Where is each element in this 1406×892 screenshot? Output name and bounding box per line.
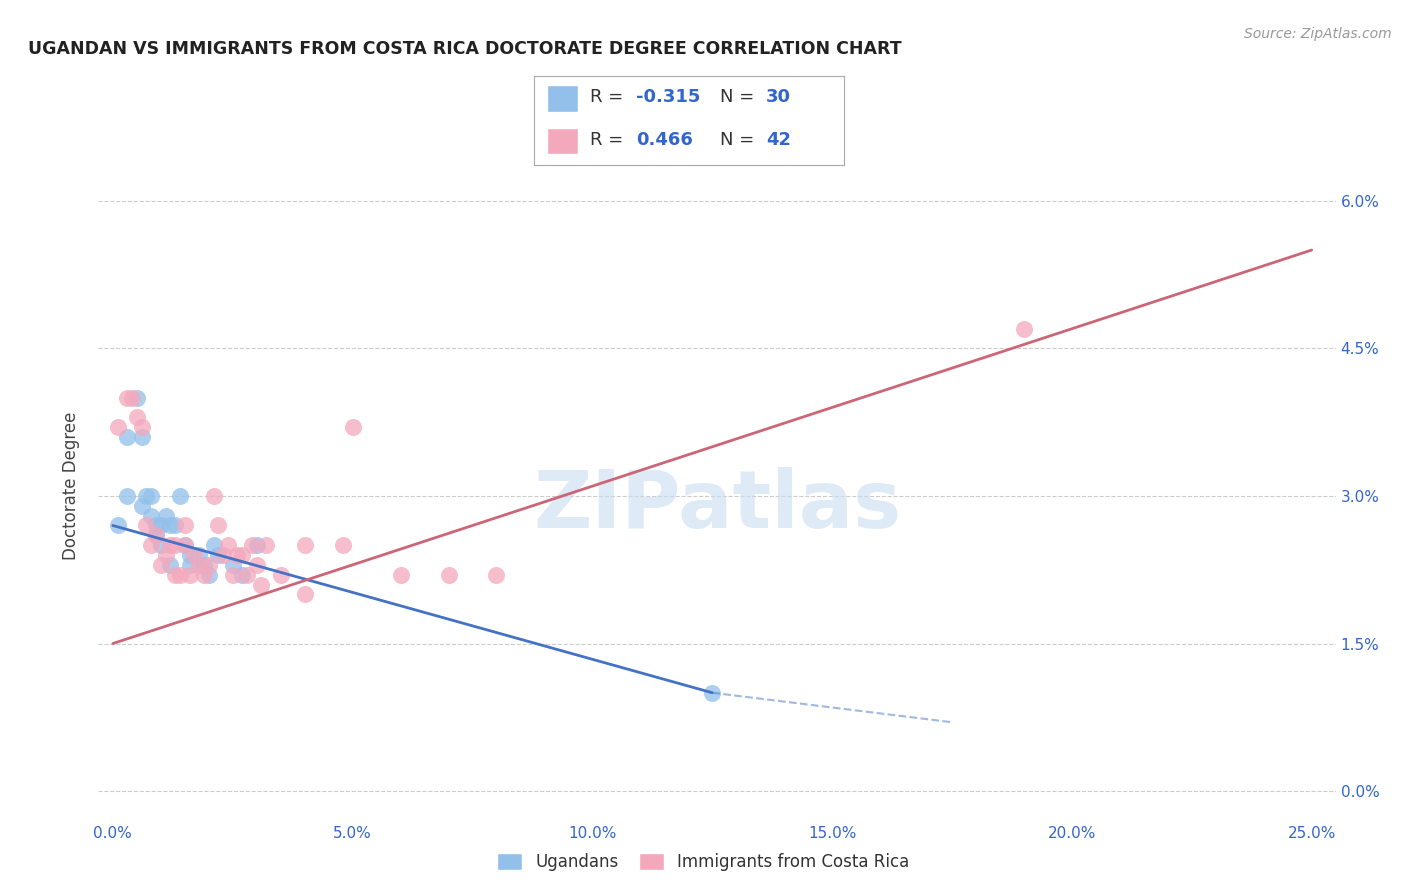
Point: [193, 558, 215, 572]
Point: [131, 420, 153, 434]
Point: [141, 508, 163, 523]
Point: [236, 567, 259, 582]
Point: [485, 567, 508, 582]
Text: N =: N =: [720, 131, 759, 149]
Point: [188, 558, 211, 572]
Point: [231, 548, 253, 562]
Point: [702, 686, 724, 700]
Text: 30: 30: [766, 88, 792, 106]
Point: [202, 538, 225, 552]
Bar: [547, 128, 578, 154]
Text: 0.466: 0.466: [637, 131, 693, 149]
Point: [294, 538, 316, 552]
Point: [169, 567, 191, 582]
Point: [135, 518, 157, 533]
Point: [169, 489, 191, 503]
Point: [155, 508, 177, 523]
Point: [1012, 322, 1035, 336]
Point: [159, 518, 181, 533]
Point: [188, 548, 211, 562]
Point: [197, 558, 219, 572]
Point: [294, 587, 316, 601]
Point: [107, 518, 129, 533]
Point: [179, 567, 201, 582]
Point: [183, 548, 205, 562]
Point: [165, 538, 187, 552]
Point: [207, 548, 229, 562]
Point: [173, 538, 195, 552]
Point: [121, 391, 143, 405]
Point: [159, 558, 181, 572]
Point: [197, 567, 219, 582]
Point: [246, 558, 269, 572]
Y-axis label: Doctorate Degree: Doctorate Degree: [62, 412, 80, 560]
Point: [231, 567, 253, 582]
Point: [145, 528, 167, 542]
Point: [149, 538, 172, 552]
Point: [173, 538, 195, 552]
Point: [389, 567, 412, 582]
Bar: [547, 85, 578, 112]
Point: [115, 489, 138, 503]
Point: [212, 548, 235, 562]
Point: [165, 518, 187, 533]
Point: [149, 518, 172, 533]
Point: [217, 538, 239, 552]
Point: [141, 489, 163, 503]
Point: [179, 548, 201, 562]
Point: [193, 567, 215, 582]
Text: R =: R =: [591, 88, 628, 106]
Point: [107, 420, 129, 434]
Point: [159, 538, 181, 552]
Point: [125, 410, 148, 425]
Point: [141, 538, 163, 552]
Point: [246, 538, 269, 552]
Point: [131, 499, 153, 513]
Point: [222, 567, 245, 582]
Point: [179, 558, 201, 572]
Point: [145, 518, 167, 533]
Point: [240, 538, 263, 552]
Text: 42: 42: [766, 131, 792, 149]
Point: [145, 528, 167, 542]
Point: [226, 548, 249, 562]
Point: [115, 430, 138, 444]
Point: [165, 567, 187, 582]
Legend: Ugandans, Immigrants from Costa Rica: Ugandans, Immigrants from Costa Rica: [488, 845, 918, 880]
Text: Source: ZipAtlas.com: Source: ZipAtlas.com: [1244, 27, 1392, 41]
Point: [202, 489, 225, 503]
Text: -0.315: -0.315: [637, 88, 700, 106]
Point: [135, 489, 157, 503]
Point: [270, 567, 292, 582]
Text: N =: N =: [720, 88, 759, 106]
Text: UGANDAN VS IMMIGRANTS FROM COSTA RICA DOCTORATE DEGREE CORRELATION CHART: UGANDAN VS IMMIGRANTS FROM COSTA RICA DO…: [28, 40, 901, 58]
Point: [254, 538, 277, 552]
Point: [342, 420, 364, 434]
Point: [207, 518, 229, 533]
Point: [125, 391, 148, 405]
Point: [437, 567, 460, 582]
Point: [115, 391, 138, 405]
Point: [149, 558, 172, 572]
Point: [332, 538, 354, 552]
Point: [222, 558, 245, 572]
Text: ZIPatlas: ZIPatlas: [533, 467, 901, 545]
Text: R =: R =: [591, 131, 634, 149]
Point: [250, 577, 273, 591]
Point: [155, 548, 177, 562]
Point: [131, 430, 153, 444]
Point: [173, 518, 195, 533]
